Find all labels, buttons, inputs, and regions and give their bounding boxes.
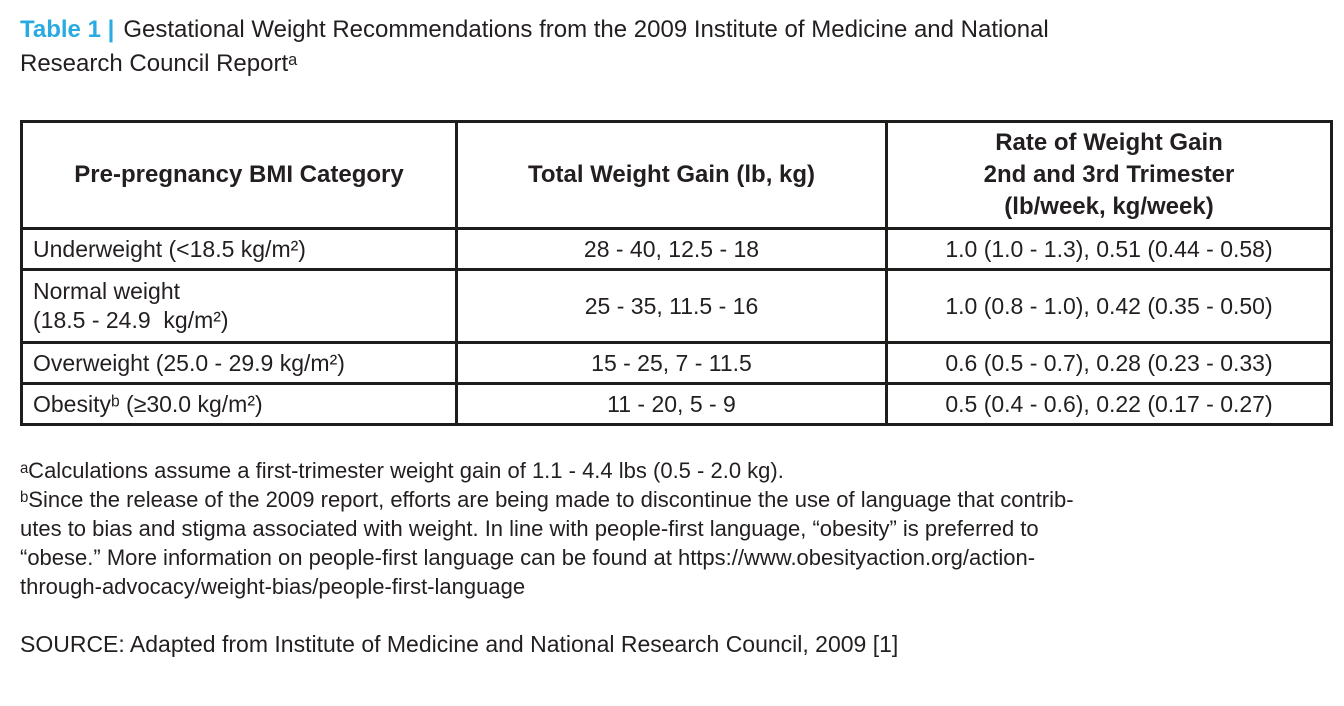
cell-rate-gain-obesity: 0.5 (0.4 - 0.6), 0.22 (0.17 - 0.27) — [885, 382, 1333, 426]
footnotes: ᵃCalculations assume a first-trimester w… — [20, 456, 1324, 601]
table-title: Table 1 | Gestational Weight Recommendati… — [20, 13, 1320, 81]
cell-rate-gain-normal-weight: 1.0 (0.8 - 1.0), 0.42 (0.35 - 0.50) — [885, 268, 1333, 344]
cell-category-underweight: Underweight (<18.5 kg/m²) — [20, 227, 458, 271]
page: Table 1 | Gestational Weight Recommendati… — [20, 13, 1333, 657]
table-row-overweight: Overweight (25.0 - 29.9 kg/m²) 15 - 25, … — [20, 341, 1333, 385]
footnote-b: ᵇSince the release of the 2009 report, e… — [20, 487, 1074, 599]
cell-total-gain-underweight: 28 - 40, 12.5 - 18 — [455, 227, 888, 271]
table-row-normal-weight: Normal weight (18.5 - 24.9 kg/m²) 25 - 3… — [20, 268, 1333, 344]
header-total-weight-gain: Total Weight Gain (lb, kg) — [455, 120, 888, 230]
header-row: Pre-pregnancy BMI Category Total Weight … — [20, 120, 1333, 230]
cell-rate-gain-overweight: 0.6 (0.5 - 0.7), 0.28 (0.23 - 0.33) — [885, 341, 1333, 385]
cell-total-gain-normal-weight: 25 - 35, 11.5 - 16 — [455, 268, 888, 344]
cell-rate-gain-underweight: 1.0 (1.0 - 1.3), 0.51 (0.44 - 0.58) — [885, 227, 1333, 271]
cell-total-gain-obesity: 11 - 20, 5 - 9 — [455, 382, 888, 426]
header-rate-of-weight-gain: Rate of Weight Gain 2nd and 3rd Trimeste… — [885, 120, 1333, 230]
footnote-a: ᵃCalculations assume a first-trimester w… — [20, 458, 784, 483]
source-line: SOURCE: Adapted from Institute of Medici… — [20, 631, 899, 657]
header-bmi-category: Pre-pregnancy BMI Category — [20, 120, 458, 230]
gestational-weight-table: Pre-pregnancy BMI Category Total Weight … — [20, 120, 1333, 426]
table-row-obesity: Obesityᵇ (≥30.0 kg/m²) 11 - 20, 5 - 9 0.… — [20, 382, 1333, 426]
cell-category-normal-weight: Normal weight (18.5 - 24.9 kg/m²) — [20, 268, 458, 344]
cell-category-obesity: Obesityᵇ (≥30.0 kg/m²) — [20, 382, 458, 426]
table-title-label: Table 1 | — [20, 16, 115, 43]
table-row-underweight: Underweight (<18.5 kg/m²) 28 - 40, 12.5 … — [20, 227, 1333, 271]
cell-category-overweight: Overweight (25.0 - 29.9 kg/m²) — [20, 341, 458, 385]
cell-total-gain-overweight: 15 - 25, 7 - 11.5 — [455, 341, 888, 385]
table-title-text: Gestational Weight Recommendations from … — [20, 16, 1049, 77]
